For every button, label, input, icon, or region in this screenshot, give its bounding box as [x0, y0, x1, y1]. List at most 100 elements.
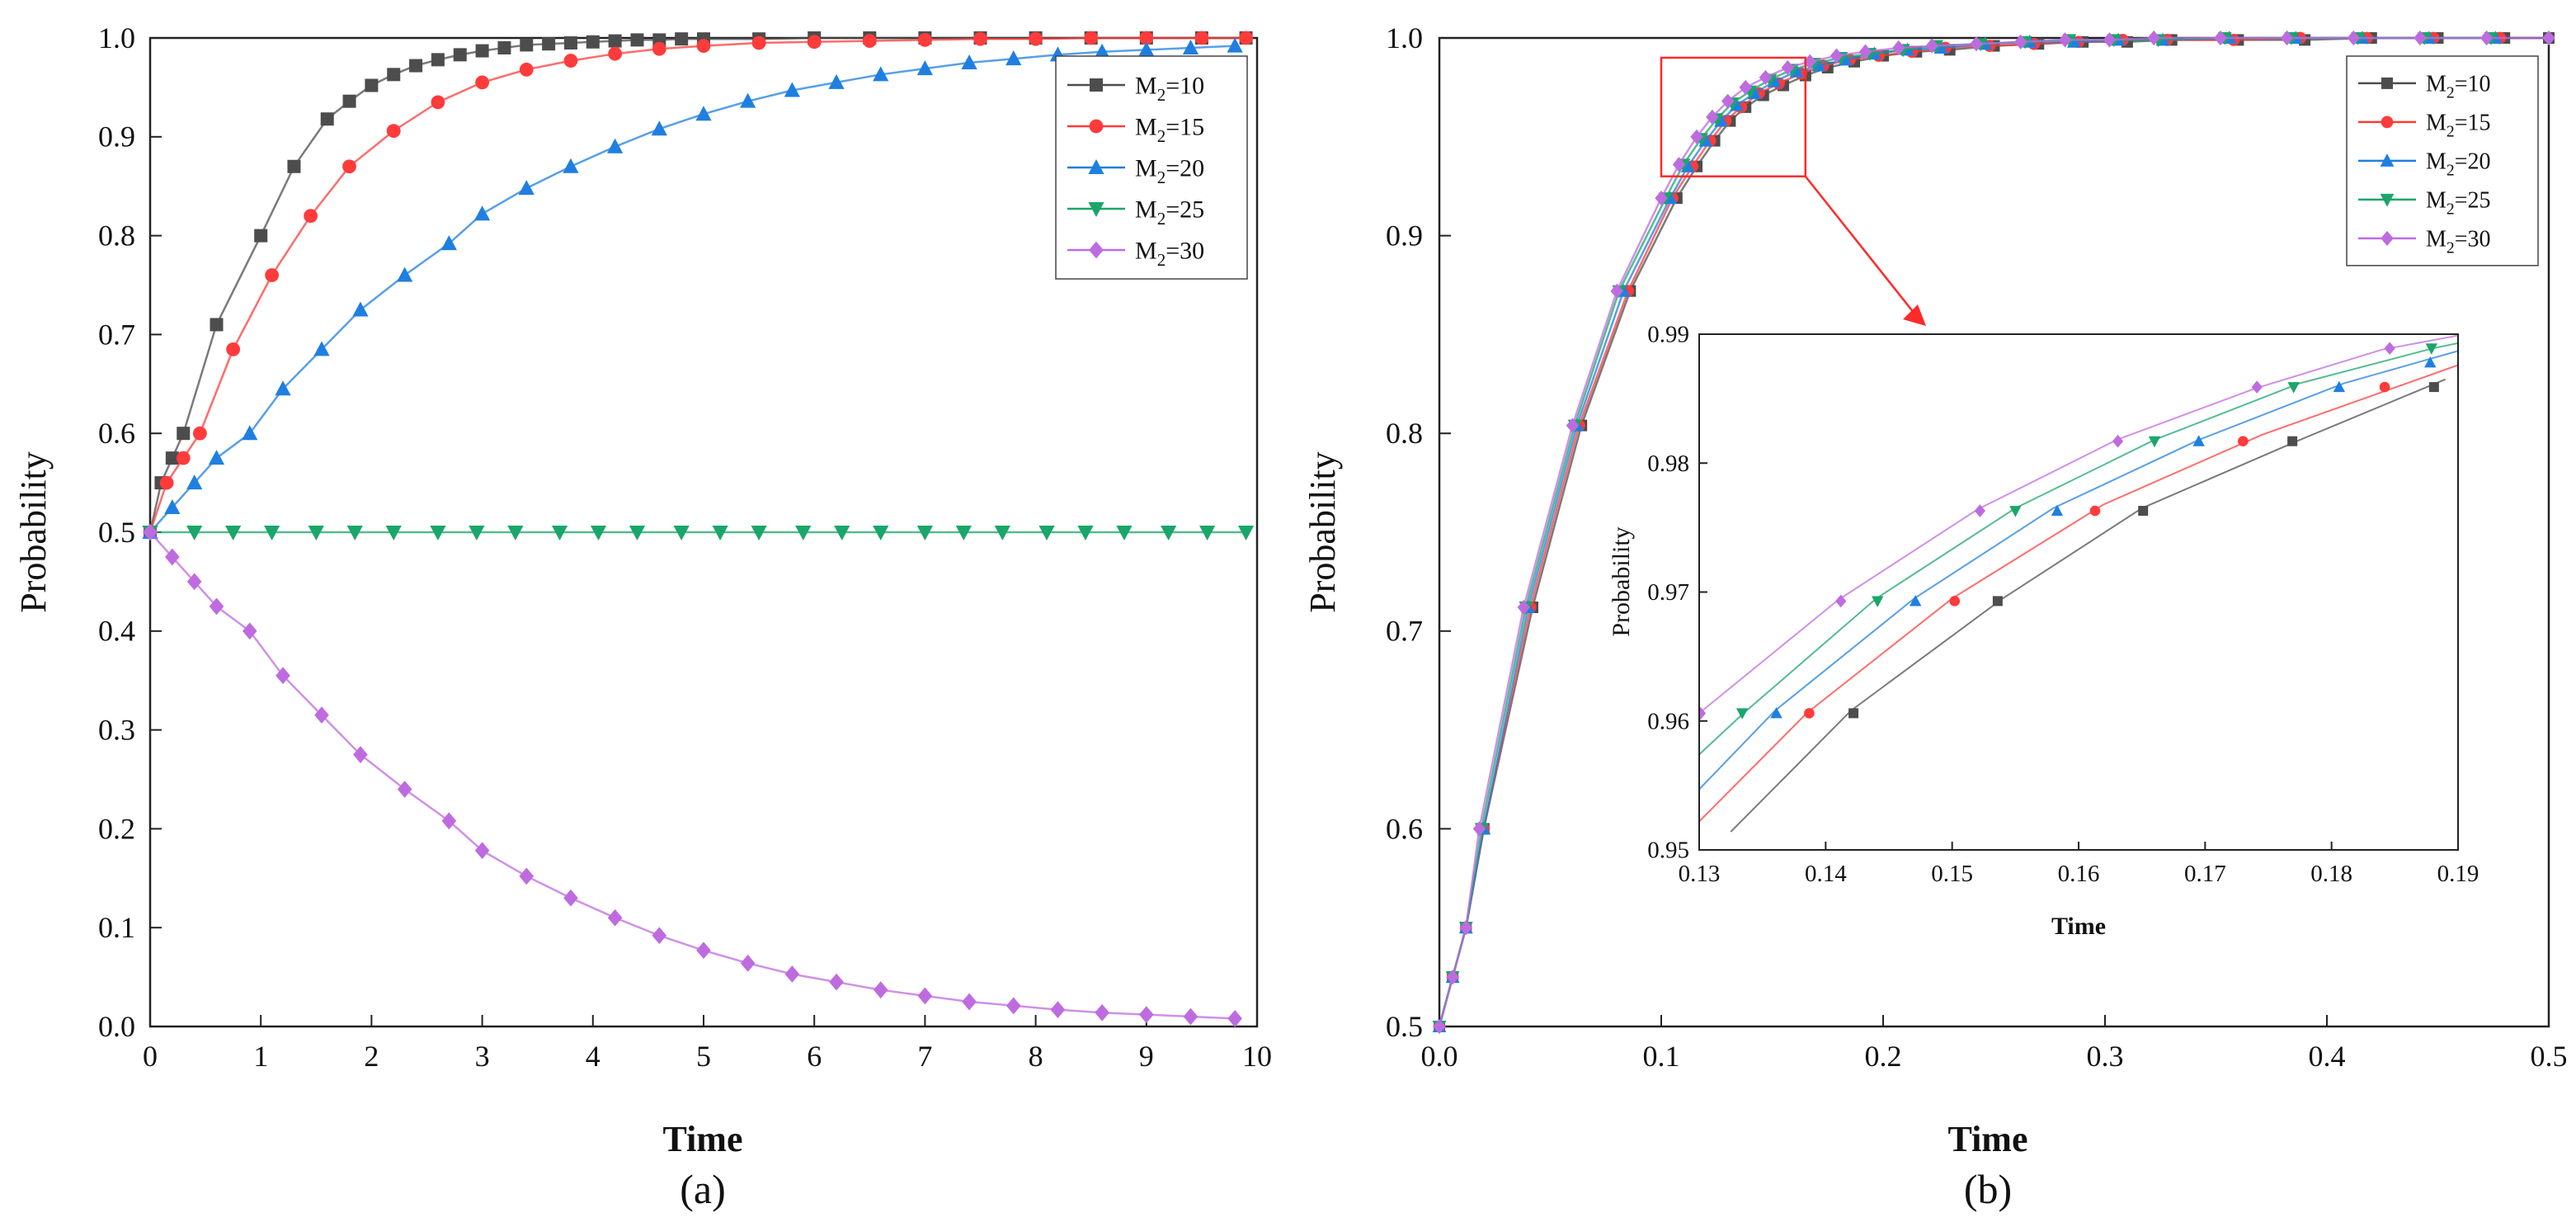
- panel-a-data-point: [1237, 526, 1255, 540]
- panel-a-data-point: [862, 34, 877, 48]
- panel-b-xtick-label: 0.4: [2309, 1040, 2346, 1073]
- panel-a-data-point: [475, 75, 489, 90]
- panel-a-data-point: [607, 138, 624, 153]
- panel-a-legend-marker: [1088, 159, 1104, 174]
- panel-a-data-point: [209, 597, 224, 616]
- panel-a-series-line: [149, 45, 1236, 533]
- panel-a-data-point: [1139, 1006, 1154, 1024]
- panel-a-data-point: [313, 341, 330, 356]
- panel-a-legend-entry: M2=15: [1067, 114, 1204, 146]
- panel-a-data-point: [563, 35, 577, 50]
- inset-data-point: [2428, 382, 2439, 393]
- inset-series-m2-15: [1699, 364, 2458, 823]
- panel-a-ytick-label: 0.2: [98, 812, 135, 845]
- panel-b-legend-label: M2=20: [2426, 149, 2491, 180]
- panel-a-data-point: [1183, 1008, 1199, 1026]
- panel-b-data-point: [1610, 283, 1623, 299]
- inset-data-point: [1770, 706, 1782, 719]
- panel-b-ytick-label: 1.0: [1386, 21, 1423, 54]
- inset-data-point: [1804, 708, 1815, 719]
- panel-a-data-point: [365, 78, 379, 92]
- panel-a-data-point: [807, 35, 822, 50]
- panel-b-data-point: [1759, 69, 1773, 86]
- panel-a-xtick-label: 9: [1139, 1040, 1154, 1073]
- panel-a-legend-label: M2=25: [1135, 196, 1204, 229]
- panel-b-data-point: [2058, 32, 2072, 48]
- panel-a-data-point: [165, 451, 179, 465]
- inset-series-m2-30: [1699, 334, 2458, 720]
- inset-data-point: [2379, 381, 2390, 393]
- panel-a-data-point: [873, 981, 888, 999]
- inset-series-m2-20: [1699, 350, 2458, 790]
- panel-a-data-point: [430, 526, 446, 540]
- panel-b-legend-label: M2=25: [2426, 188, 2491, 219]
- panel-a-data-point: [225, 526, 242, 540]
- panel-a-data-point: [1194, 31, 1209, 45]
- panel-a-data-point: [385, 526, 402, 540]
- panel-a-series: [142, 31, 1255, 1027]
- panel-a-data-point: [346, 526, 363, 540]
- panel-a-data-point: [918, 32, 932, 47]
- inset-ticks: 0.13 0.14 0.15 0.16 0.17 0.18 0.19 0.95 0.96 0.97…: [1647, 322, 2479, 887]
- panel-a-data-point: [973, 31, 987, 46]
- panel-a-data-point: [795, 526, 812, 540]
- panel-a-data-point: [177, 427, 191, 441]
- inset-background: [1699, 334, 2458, 850]
- inset-xtick-label: 0.17: [2184, 861, 2226, 887]
- panel-a-ylabel: Probability: [13, 451, 54, 613]
- panel-a-ytick-label: 0.7: [98, 318, 135, 351]
- panel-a-data-point: [519, 62, 534, 77]
- panel-b-label: (b): [1964, 1166, 2012, 1212]
- panel-a-data-point: [563, 889, 578, 907]
- panel-a-legend-entry: M2=20: [1067, 155, 1204, 187]
- panel-a-data-point: [352, 301, 369, 317]
- inset-data-point: [2384, 342, 2395, 355]
- panel-a-data-point: [590, 526, 607, 540]
- panel-a-data-point: [916, 526, 933, 540]
- panel-a-ytick-label: 0.5: [98, 516, 135, 549]
- panel-b-data-point: [1970, 36, 1983, 52]
- panel-b-data-point: [2014, 34, 2027, 50]
- panel-a-data-point: [242, 425, 258, 441]
- panel-a-ytick-label: 0.9: [98, 120, 135, 153]
- panel-b-data-point: [2103, 32, 2117, 48]
- panel-b-data-point: [1925, 38, 1938, 54]
- panel-a-data-point: [873, 526, 889, 540]
- panel-b-xtick-label: 0.0: [1421, 1040, 1458, 1073]
- panel-a-data-point: [542, 37, 556, 51]
- panel-b-legend: M2=10 M2=15 M2=20 M2=25 M2=30: [2346, 55, 2539, 267]
- panel-a-data-point: [320, 112, 334, 126]
- panel-a-xtick-label: 7: [917, 1040, 932, 1073]
- panel-b-legend-entry: M2=25: [2358, 188, 2491, 219]
- panel-a-legend-entry: M2=30: [1067, 238, 1204, 270]
- panel-a-ytick-label: 0.4: [98, 615, 135, 648]
- panel-b-xtick-label: 0.1: [1643, 1040, 1680, 1073]
- panel-a-data-point: [210, 318, 224, 332]
- panel-a-series-m2-20: [142, 37, 1243, 539]
- panel-a-data-point: [563, 54, 578, 68]
- panel-a-legend-marker: [1089, 119, 1104, 134]
- panel-a-data-point: [696, 39, 711, 53]
- inset-xtick-label: 0.13: [1679, 861, 1721, 887]
- panel-a-legend-label: M2=30: [1135, 238, 1204, 270]
- panel-a-series-m2-25: [142, 526, 1255, 540]
- panel-b-ticks: 0.0 0.1 0.2 0.3 0.4 0.5 0.5 0.6 0.7 0.8 0.9 1.0: [1386, 21, 2568, 1073]
- panel-a-data-point: [176, 451, 191, 465]
- panel-a-data-point: [342, 159, 356, 174]
- panel-b-legend-label: M2=30: [2426, 227, 2491, 257]
- panel-a-data-point: [1227, 37, 1243, 53]
- panel-b-data-point: [1803, 54, 1816, 69]
- panel-a-data-point: [342, 94, 356, 108]
- panel-a-legend-marker: [1088, 202, 1104, 217]
- panel-a-data-point: [994, 526, 1010, 540]
- inset-ytick-label: 0.95: [1647, 838, 1689, 864]
- panel-a-legend-marker: [1090, 78, 1103, 92]
- panel-a-xtick-label: 3: [475, 1040, 490, 1073]
- inset-series: [1699, 334, 2458, 833]
- panel-a-data-point: [304, 209, 318, 224]
- inset-ytick-label: 0.99: [1647, 322, 1689, 348]
- panel-a-data-point: [652, 927, 667, 945]
- panel-a-data-point: [873, 66, 889, 82]
- panel-b-data-point: [1566, 418, 1580, 433]
- panel-b-legend-marker: [2381, 77, 2393, 89]
